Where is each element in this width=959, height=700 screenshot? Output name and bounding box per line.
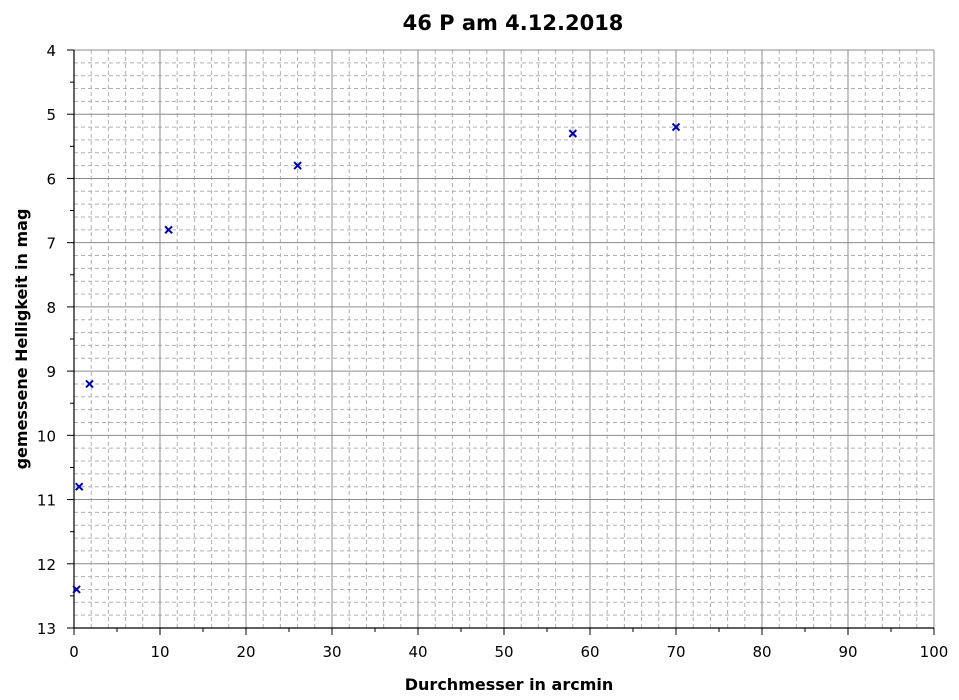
major-grid xyxy=(73,49,935,629)
data-point xyxy=(568,129,578,138)
chart-title: 46 P am 4.12.2018 xyxy=(403,11,624,35)
y-tick-label: 12 xyxy=(37,556,56,574)
y-tick-label: 7 xyxy=(46,235,56,253)
x-tick-label: 20 xyxy=(236,643,255,661)
y-tick-label: 13 xyxy=(37,620,56,638)
y-tick-label: 11 xyxy=(37,492,56,510)
x-tick-label: 40 xyxy=(408,643,427,661)
y-axis-ticks: 4 5 6 7 8 9 10 11 12 13 xyxy=(37,42,74,638)
y-tick-label: 8 xyxy=(46,299,56,317)
x-axis-ticks: 0 10 20 30 40 50 60 70 80 90 100 xyxy=(69,628,948,661)
x-tick-label: 10 xyxy=(150,643,169,661)
data-point xyxy=(72,585,81,594)
x-tick-label: 100 xyxy=(920,643,949,661)
x-tick-label: 60 xyxy=(580,643,599,661)
y-tick-label: 9 xyxy=(46,363,56,381)
y-tick-label: 5 xyxy=(46,106,56,124)
data-point xyxy=(74,482,84,491)
data-points xyxy=(72,122,681,594)
data-point xyxy=(671,122,681,132)
data-point xyxy=(293,161,302,170)
x-axis-label: Durchmesser in arcmin xyxy=(405,675,613,694)
data-point xyxy=(164,225,173,235)
data-point xyxy=(85,379,94,389)
y-tick-label: 6 xyxy=(46,170,56,188)
x-tick-label: 30 xyxy=(322,643,341,661)
y-axis-label: gemessene Helligkeit in mag xyxy=(12,209,31,470)
x-tick-label: 70 xyxy=(666,643,685,661)
y-tick-label: 4 xyxy=(46,42,56,60)
x-tick-label: 50 xyxy=(494,643,513,661)
y-tick-label: 10 xyxy=(37,427,56,445)
x-tick-label: 80 xyxy=(752,643,771,661)
x-tick-label: 0 xyxy=(69,643,79,661)
x-tick-label: 90 xyxy=(838,643,857,661)
